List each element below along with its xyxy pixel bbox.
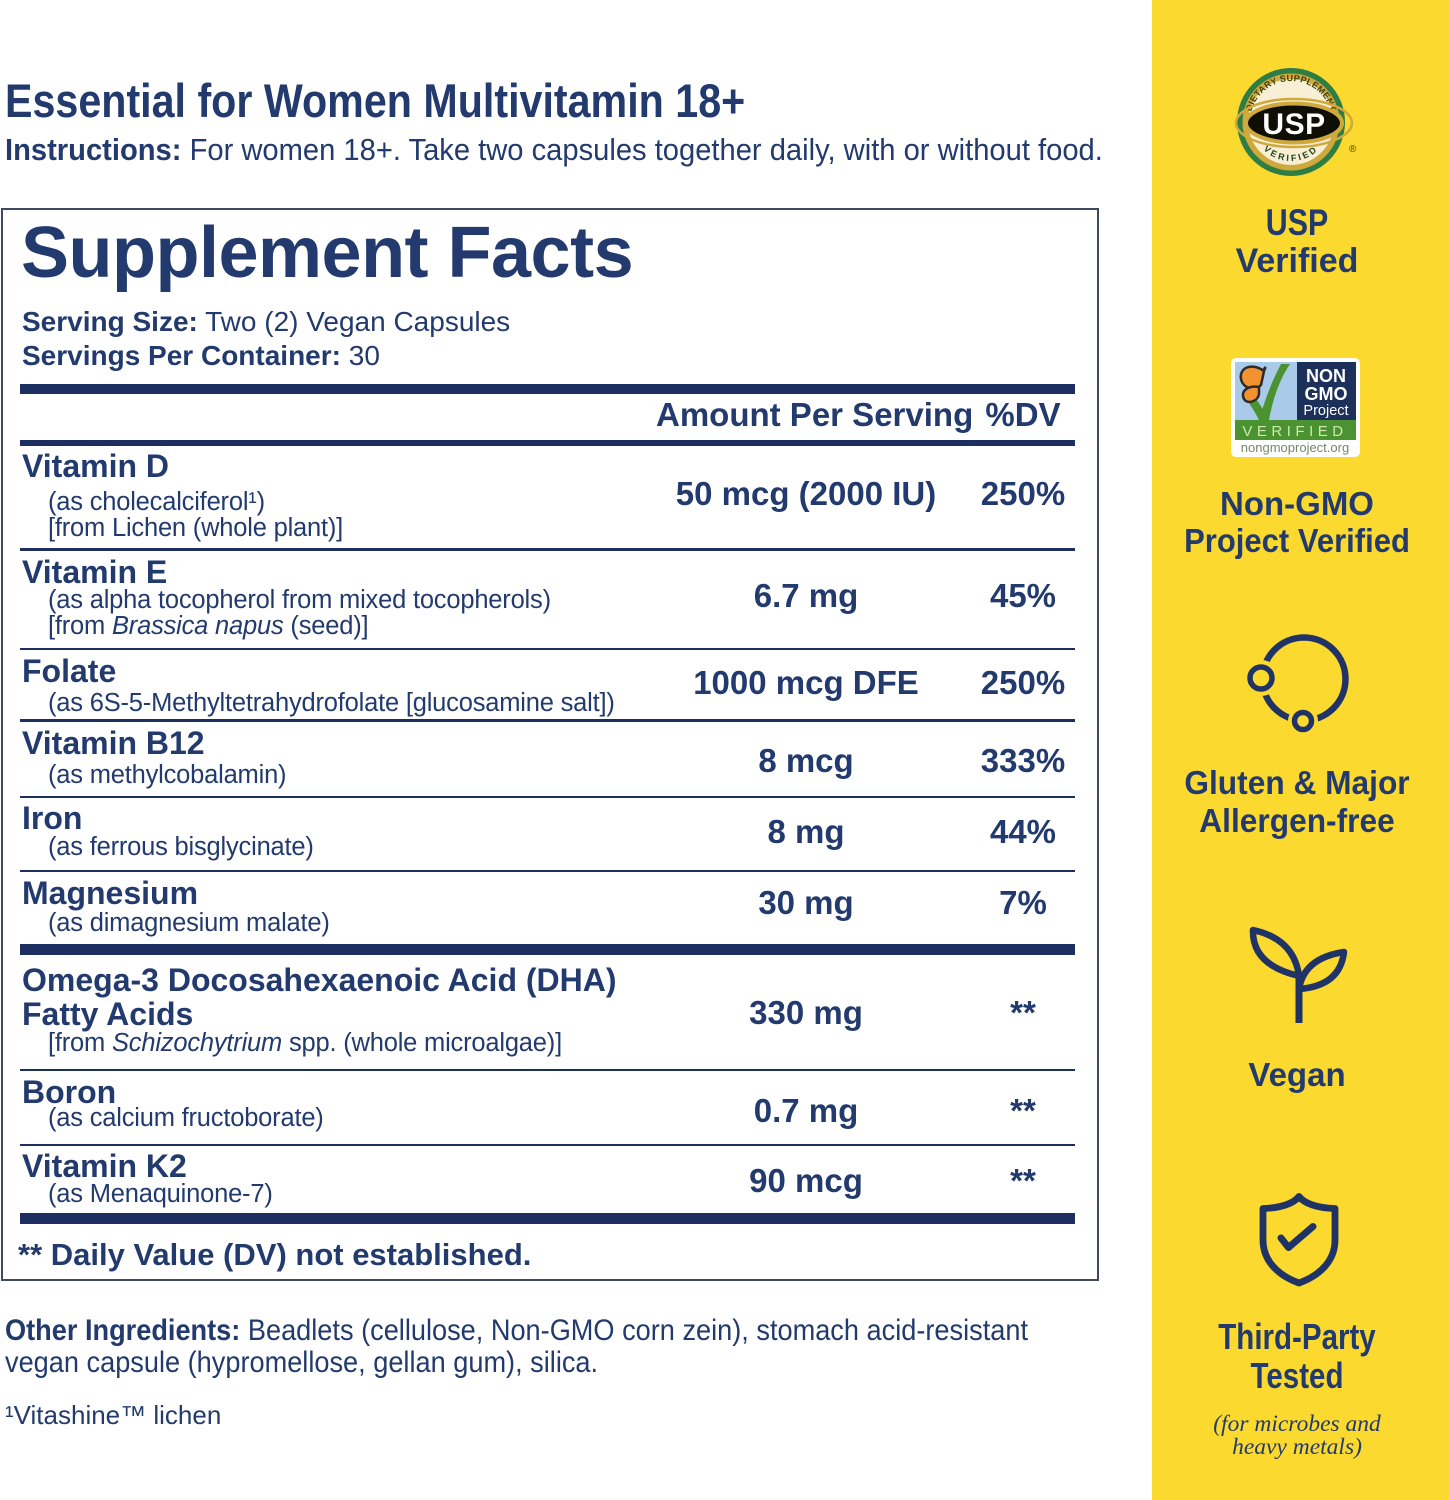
svg-text:NON: NON [1306, 366, 1346, 386]
svg-text:USP: USP [1262, 108, 1325, 141]
svg-text:nongmoproject.org: nongmoproject.org [1241, 440, 1349, 455]
svg-text:VERIFIED: VERIFIED [1242, 423, 1347, 440]
svg-text:®: ® [1349, 144, 1357, 155]
svg-text:GMO: GMO [1305, 384, 1348, 404]
svg-text:Project: Project [1303, 403, 1348, 419]
